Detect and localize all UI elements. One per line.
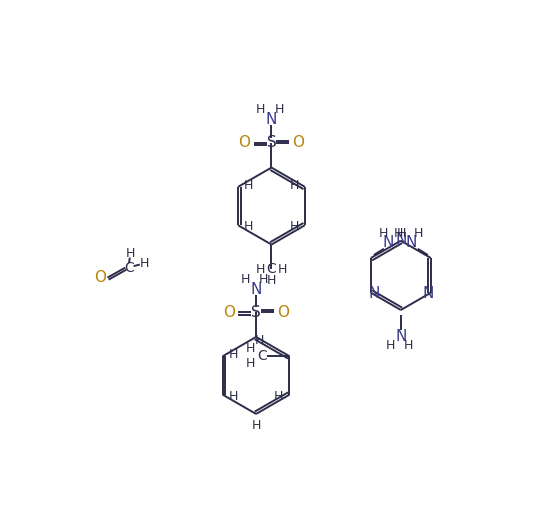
Text: H: H xyxy=(229,390,238,403)
Text: H: H xyxy=(290,179,299,192)
Text: H: H xyxy=(267,274,276,287)
Text: H: H xyxy=(229,348,238,361)
Text: H: H xyxy=(246,357,255,370)
Text: H: H xyxy=(252,419,260,432)
Text: H: H xyxy=(126,248,135,260)
Text: H: H xyxy=(414,227,423,240)
Text: N: N xyxy=(368,286,380,301)
Text: N: N xyxy=(250,282,262,297)
Text: N: N xyxy=(395,233,406,248)
Text: H: H xyxy=(397,227,406,240)
Text: H: H xyxy=(244,220,254,233)
Text: C: C xyxy=(257,349,267,363)
Text: H: H xyxy=(255,334,264,347)
Text: H: H xyxy=(274,103,284,116)
Text: H: H xyxy=(278,263,287,277)
Text: N: N xyxy=(395,329,406,343)
Text: H: H xyxy=(259,273,268,286)
Text: C: C xyxy=(267,262,276,276)
Text: O: O xyxy=(223,305,235,320)
Text: N: N xyxy=(422,286,433,301)
Text: C: C xyxy=(124,261,134,275)
Text: S: S xyxy=(251,305,261,320)
Text: H: H xyxy=(244,179,254,192)
Text: H: H xyxy=(140,257,149,270)
Text: N: N xyxy=(266,112,277,127)
Text: H: H xyxy=(379,227,389,240)
Text: H: H xyxy=(246,342,255,355)
Text: O: O xyxy=(239,135,250,151)
Text: H: H xyxy=(274,390,283,403)
Text: H: H xyxy=(394,227,403,240)
Text: H: H xyxy=(404,339,413,352)
Text: N: N xyxy=(406,235,417,250)
Text: O: O xyxy=(292,135,305,151)
Text: H: H xyxy=(256,263,266,277)
Text: H: H xyxy=(240,273,250,286)
Text: H: H xyxy=(256,103,266,116)
Text: N: N xyxy=(383,235,394,250)
Text: O: O xyxy=(277,305,289,320)
Text: S: S xyxy=(267,135,276,151)
Text: H: H xyxy=(385,339,395,352)
Text: O: O xyxy=(94,270,106,285)
Text: H: H xyxy=(290,220,299,233)
